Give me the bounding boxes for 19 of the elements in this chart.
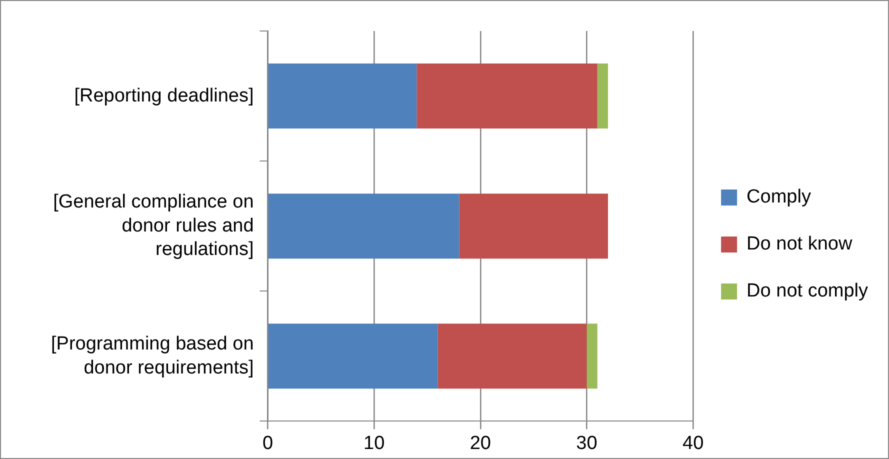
- bar: [268, 194, 460, 259]
- x-tick-label: 30: [576, 432, 598, 454]
- bar: [597, 64, 608, 129]
- y-tick-label: [Reporting deadlines]: [74, 85, 254, 106]
- legend-label: Comply: [746, 186, 812, 208]
- bar: [268, 324, 438, 389]
- y-tick-label: [General compliance on donor rules and regulations]: [53, 192, 254, 260]
- bar: [586, 324, 598, 389]
- bar: [416, 64, 598, 129]
- legend-label: Do not comply: [746, 280, 868, 302]
- y-tick-label: [Programming based on donor requirements]: [50, 334, 254, 378]
- x-tick-label: 0: [262, 432, 274, 454]
- x-tick-label: 40: [682, 432, 704, 454]
- bar: [268, 64, 417, 129]
- x-tick-label: 10: [364, 432, 385, 454]
- bar: [459, 194, 608, 259]
- legend-label: Do not know: [746, 234, 852, 255]
- bar: [438, 324, 587, 389]
- x-tick-label: 20: [470, 432, 491, 454]
